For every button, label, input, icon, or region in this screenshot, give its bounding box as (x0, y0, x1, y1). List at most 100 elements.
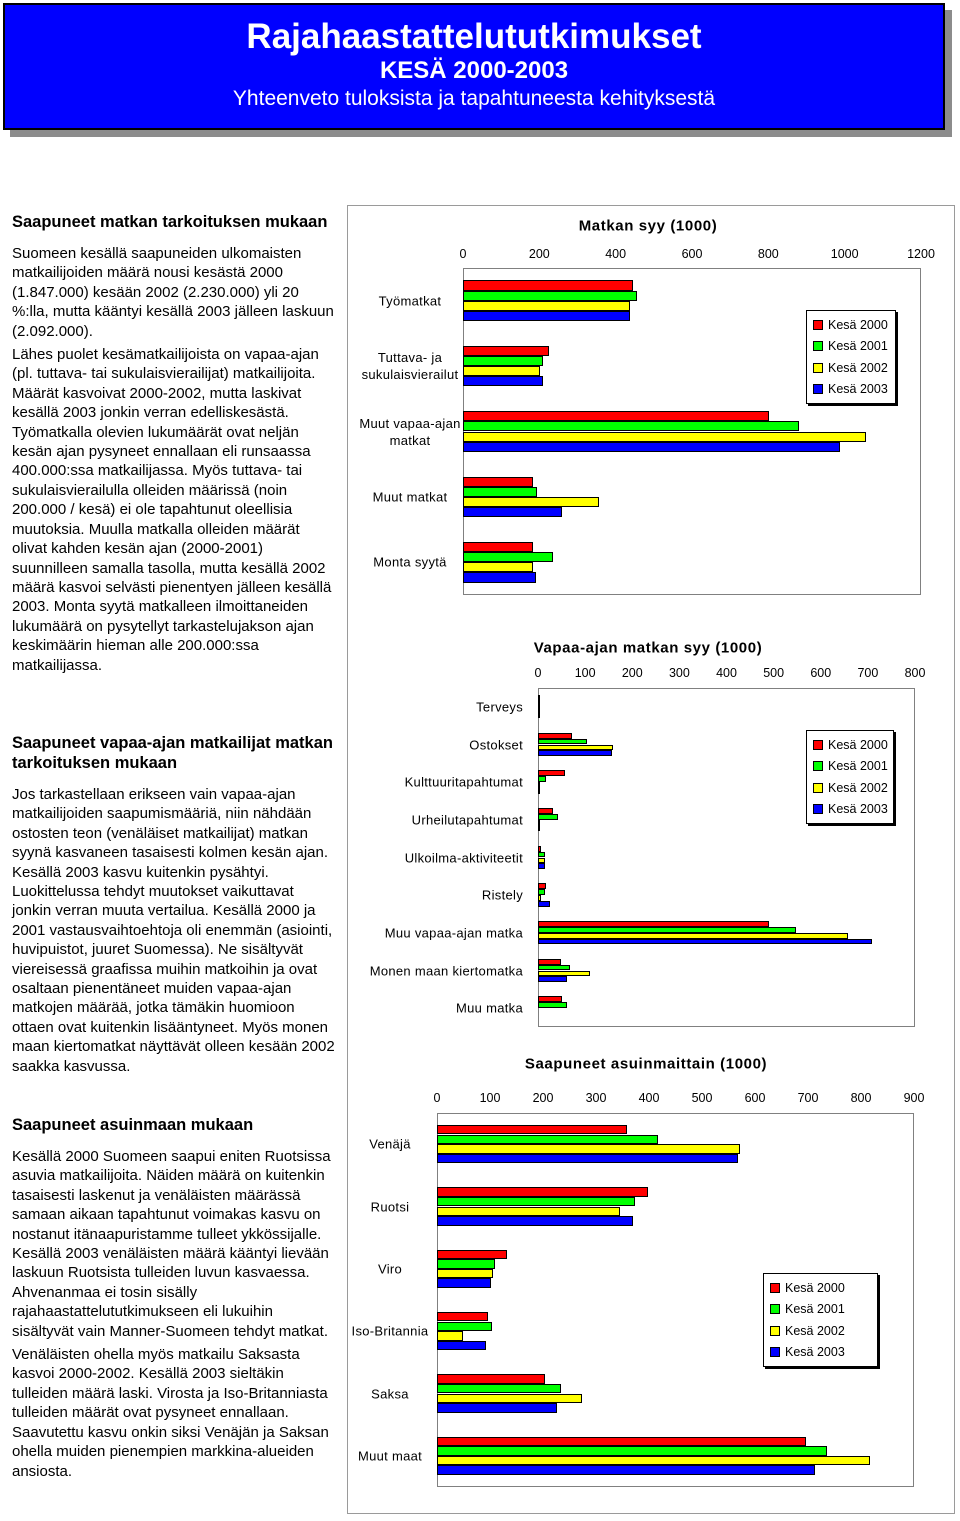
bar (538, 958, 562, 965)
bar (437, 1206, 620, 1217)
chart-title: Saapuneet asuinmaittain (1000) (524, 1055, 768, 1073)
bar (463, 310, 630, 321)
bar (538, 926, 797, 933)
bar (437, 1403, 557, 1413)
x-tick-label: 0 (534, 666, 542, 680)
bar (437, 1216, 634, 1226)
legend: Kesä 2000 Kesä 2001 Kesä 2002 Kesä 2003 (806, 730, 894, 824)
x-tick-label: 200 (528, 247, 550, 261)
category-label: Ristely (481, 887, 523, 903)
category-label: Terveys (476, 699, 523, 715)
bar (463, 366, 541, 377)
legend-swatch (813, 384, 823, 395)
section-heading: Saapuneet matkan tarkoituksen mukaan (12, 213, 328, 231)
legend-label: Kesä 2002 (828, 780, 888, 795)
x-tick-label: 700 (857, 666, 879, 680)
x-tick-label: 400 (605, 247, 627, 261)
bar (463, 441, 841, 452)
legend-label: Kesä 2000 (785, 1280, 845, 1295)
category-label: Ruotsi (370, 1199, 410, 1214)
bar (538, 732, 572, 739)
paragraph: Lähes puolet kesämatkailijoista on vapaa… (12, 346, 332, 674)
bar (463, 280, 633, 291)
legend-swatch (813, 782, 823, 793)
bar (437, 1249, 507, 1260)
category-label: Ostokset (469, 737, 523, 752)
bar (538, 750, 612, 757)
x-tick-label: 600 (744, 1091, 766, 1105)
legend-entry: Kesä 2000 (813, 734, 888, 756)
legend-entry: Kesä 2001 (813, 756, 888, 778)
legend-entry: Kesä 2001 (770, 1299, 871, 1321)
bar (437, 1374, 546, 1384)
bar (463, 562, 533, 573)
bar (463, 572, 536, 583)
bar (538, 976, 568, 983)
legend-entry: Kesä 2003 (770, 1342, 871, 1364)
category-label: Venäjä (369, 1136, 411, 1152)
bar (538, 938, 873, 945)
legend-swatch (813, 761, 823, 772)
legend-entry: Kesä 2000 (770, 1277, 871, 1299)
x-tick-label: 500 (763, 666, 785, 680)
paragraph: Kesällä 2000 Suomeen saapui eniten Ruots… (12, 1148, 331, 1340)
category-label: Tuttava- ja sukulaisvierailut (361, 350, 459, 383)
bar (538, 889, 546, 896)
category-label: Muut matkat (372, 489, 448, 505)
paragraph: Suomeen kesällä saapuneiden ulkomaisten … (12, 245, 334, 340)
category-label: Iso-Britannia (351, 1323, 429, 1339)
bar (437, 1465, 815, 1476)
bar (437, 1321, 493, 1332)
x-tick-label: 100 (479, 1091, 501, 1105)
legend-entry: Kesä 2003 (813, 799, 888, 821)
bar (437, 1153, 739, 1164)
bar (538, 700, 540, 707)
bar (538, 970, 590, 977)
x-tick-label: 300 (585, 1091, 607, 1105)
x-tick-label: 500 (691, 1091, 713, 1105)
bar (437, 1124, 627, 1135)
bar (538, 788, 541, 794)
category-label: Työmatkat (378, 293, 442, 309)
bar (463, 431, 867, 442)
bar (538, 996, 563, 1003)
legend-label: Kesä 2003 (785, 1345, 845, 1360)
bar (538, 857, 546, 864)
bar (538, 813, 558, 820)
bar (538, 712, 540, 719)
bar (437, 1278, 492, 1289)
x-tick-label: 300 (668, 666, 690, 680)
bar (437, 1268, 494, 1279)
bar (437, 1383, 562, 1394)
x-tick-label: 800 (904, 666, 926, 680)
bar (538, 825, 540, 832)
x-tick-label: 600 (681, 247, 703, 261)
header-title: Rajahaastattelututkimukset (246, 17, 702, 56)
legend-entry: Kesä 2003 (813, 379, 889, 401)
bar (538, 845, 541, 852)
x-tick-label: 800 (850, 1091, 872, 1105)
legend-label: Kesä 2001 (785, 1302, 845, 1317)
bar (463, 345, 549, 356)
bar (538, 776, 546, 783)
bar (463, 421, 799, 432)
category-label: Kulttuuritapahtumat (404, 774, 523, 790)
bar (463, 552, 554, 563)
header-subtitle: KESÄ 2000-2003 (379, 57, 569, 84)
plot-area (437, 1113, 914, 1487)
header-tagline: Yhteenveto tuloksista ja tapahtuneesta k… (232, 87, 716, 110)
legend-label: Kesä 2002 (785, 1323, 845, 1338)
legend-label: Kesä 2001 (828, 339, 888, 354)
legend-entry: Kesä 2002 (813, 777, 888, 799)
bar (538, 738, 587, 745)
legend-label: Kesä 2000 (828, 317, 888, 332)
legend-swatch (770, 1304, 780, 1315)
bar (538, 695, 541, 701)
bar (437, 1340, 486, 1351)
legend-swatch (813, 804, 823, 815)
bar (437, 1455, 870, 1466)
category-label: Saksa (371, 1386, 409, 1401)
x-tick-label: 200 (532, 1091, 554, 1105)
category-label: Monen maan kiertomatka (369, 963, 523, 978)
category-label: Muut maat (357, 1448, 423, 1464)
